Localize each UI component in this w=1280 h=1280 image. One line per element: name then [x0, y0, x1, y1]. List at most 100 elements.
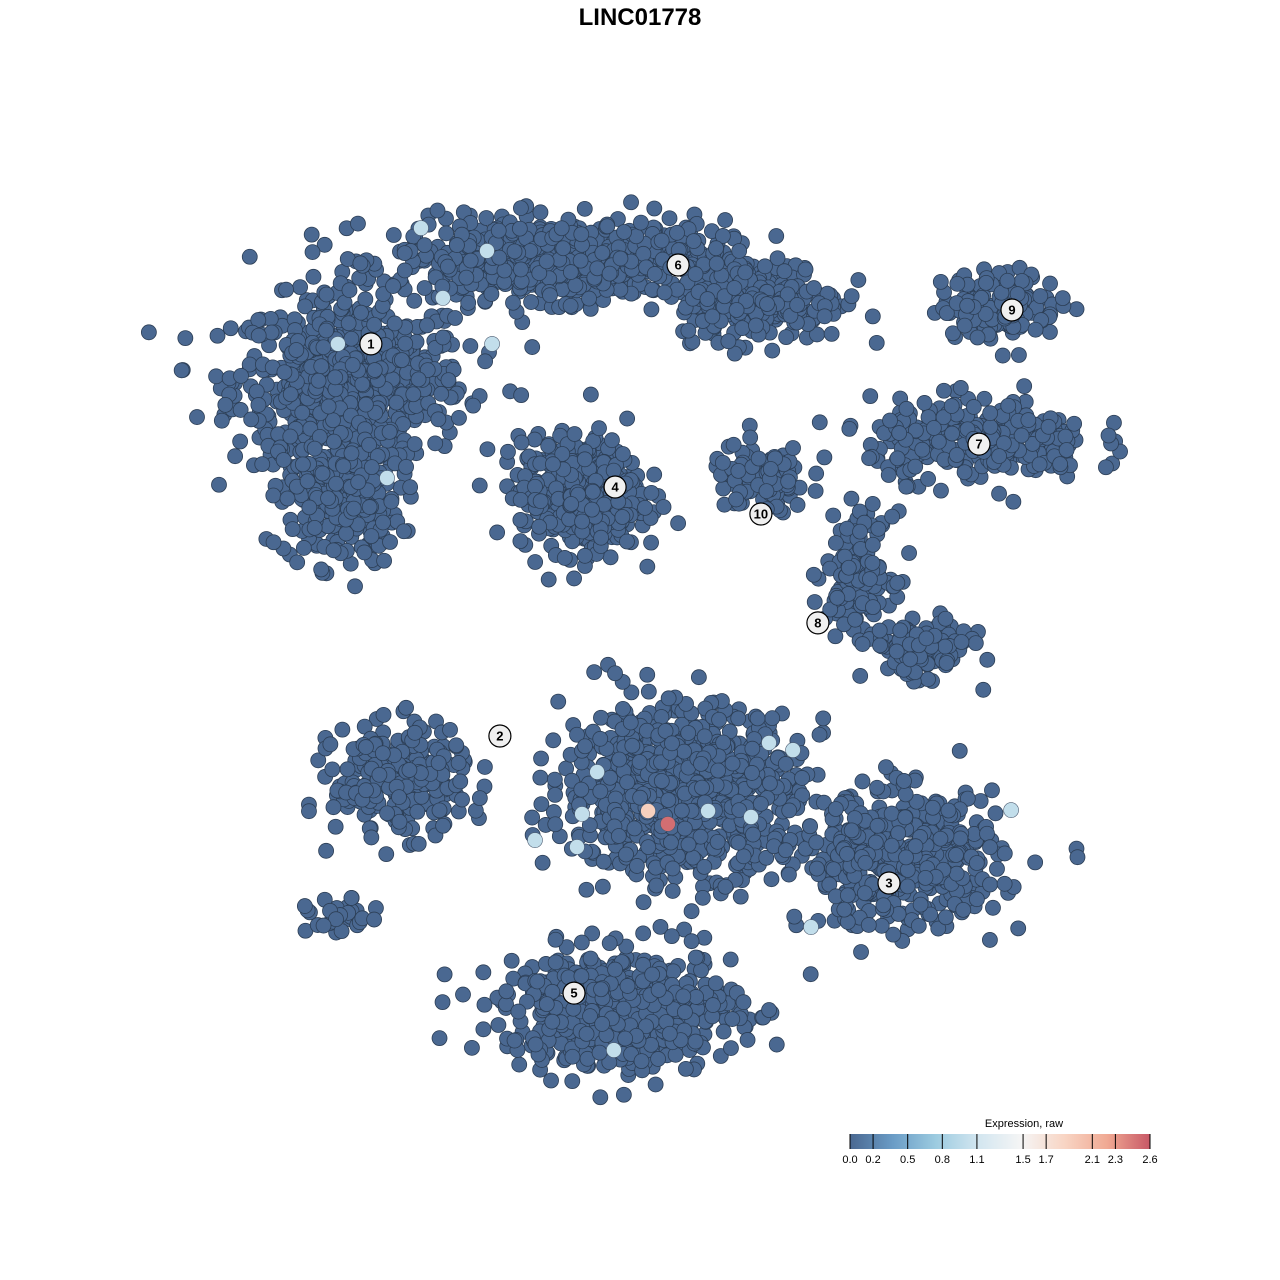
cell-point [847, 611, 864, 628]
cell-point [763, 871, 780, 888]
cell-point [393, 352, 410, 369]
cell-point [512, 492, 529, 508]
cell-point [402, 479, 419, 496]
cell-point [865, 599, 881, 616]
cell-point [875, 897, 892, 914]
cell-point [750, 450, 767, 467]
cell-point [888, 643, 905, 660]
cell-point [406, 724, 423, 741]
cell-point [984, 782, 1000, 799]
cell-point [561, 511, 578, 528]
cell-point [366, 316, 383, 333]
cell-point [889, 574, 906, 591]
cell-point [717, 212, 734, 228]
cell-point [440, 258, 456, 275]
cell-point [604, 432, 620, 449]
cell-point [640, 683, 657, 700]
cell-point [1069, 849, 1086, 866]
cell-point [761, 775, 778, 792]
cell-point [379, 805, 396, 822]
cell-point [864, 308, 881, 325]
cell-point [825, 861, 842, 878]
cell-point [409, 803, 426, 820]
cell-point [449, 237, 465, 253]
cell-point [325, 799, 342, 816]
cell-point [953, 634, 970, 650]
cell-point [660, 690, 677, 707]
cell-point [250, 327, 267, 344]
cell-point [532, 493, 549, 510]
cell-point [297, 298, 313, 315]
cell-point [724, 755, 741, 772]
cell-point [917, 870, 934, 886]
cell-point [523, 294, 539, 310]
cell-point [555, 240, 572, 257]
cell-point [313, 561, 330, 578]
cell-point [730, 834, 747, 851]
cell-point [912, 896, 929, 913]
cell-point [595, 853, 612, 870]
cell-point [357, 291, 374, 308]
cell-point [338, 525, 355, 542]
cell-point [318, 322, 335, 339]
cell-point [816, 449, 833, 466]
cell-point [734, 320, 751, 337]
cell-point [279, 490, 296, 507]
cell-point [584, 483, 601, 500]
cell-point [361, 499, 378, 515]
cell-point [920, 671, 936, 688]
cell-point [868, 334, 885, 351]
cell-point [442, 721, 458, 738]
cell-point [1010, 347, 1027, 363]
cell-point [920, 471, 936, 487]
cell-point [574, 513, 590, 530]
cell-point [777, 842, 794, 859]
cell-point [891, 425, 908, 441]
cell-point [566, 570, 582, 587]
cell-point [896, 773, 912, 789]
cell-point [805, 566, 822, 583]
cell-point [744, 740, 761, 757]
cell-point [376, 552, 392, 569]
cell-point [899, 878, 916, 895]
cell-point [720, 333, 737, 350]
cell-point [513, 434, 530, 451]
cell-point [968, 855, 985, 871]
cell-point [938, 655, 955, 671]
cell-point [811, 414, 828, 431]
cell-point [748, 317, 764, 334]
cell-point [427, 435, 444, 452]
cell-point [512, 261, 529, 278]
cell-point [785, 440, 801, 456]
cell-point [623, 194, 639, 211]
cell-point [839, 887, 856, 904]
cell-point [1052, 456, 1069, 473]
cell-point [350, 215, 366, 232]
cell-point [177, 330, 194, 347]
cell-point [764, 342, 781, 359]
cell-point [639, 558, 656, 575]
cell-point [653, 709, 670, 725]
chart-title: LINC01778 [578, 4, 702, 31]
cell-point [854, 636, 871, 652]
cell-point [744, 765, 760, 781]
cell-point [932, 830, 949, 847]
cell-point [460, 294, 477, 311]
cell-point [979, 651, 996, 668]
cell-point [969, 891, 985, 908]
cell-point [762, 461, 779, 477]
cell-point [451, 410, 467, 426]
cell-point [780, 473, 797, 490]
cell-point [374, 745, 391, 762]
cell-point [429, 202, 446, 219]
cell-point [612, 250, 629, 267]
cell-point [680, 322, 697, 339]
cell-point [643, 534, 659, 551]
cell-point [882, 412, 898, 429]
cell-point [808, 860, 825, 877]
cell-point [643, 301, 660, 318]
cell-point [611, 751, 628, 768]
cell-point [758, 483, 775, 499]
cell-point [693, 755, 709, 772]
cell-point [454, 791, 470, 808]
